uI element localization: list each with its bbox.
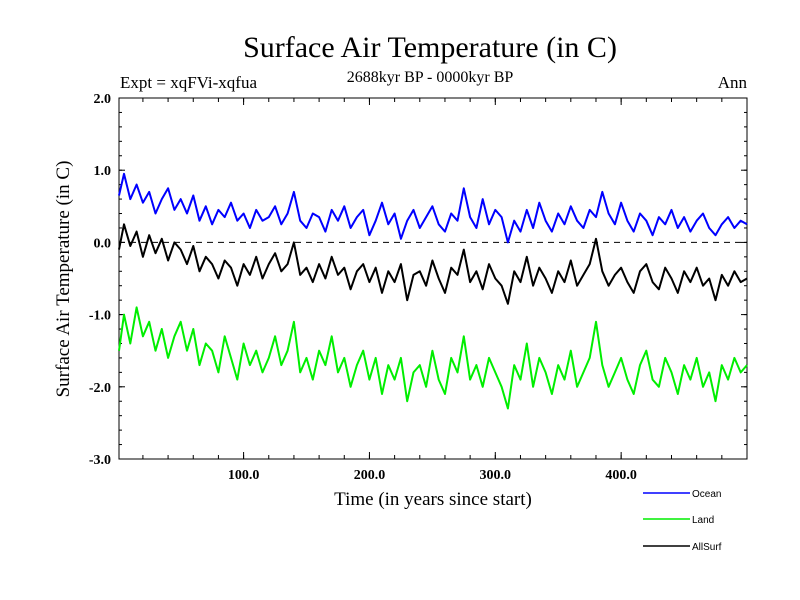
y-tick-label: -2.0 <box>89 381 111 396</box>
y-tick-label: 1.0 <box>94 164 112 179</box>
series-line-ocean <box>118 172 748 244</box>
y-tick-label: -3.0 <box>89 453 111 468</box>
x-axis-label: Time (in years since start) <box>334 489 532 510</box>
series-lines <box>118 172 748 410</box>
y-axis: 2.0 1.0 0.0 -1.0 -2.0 -3.0 <box>89 92 747 468</box>
legend-label-land: Land <box>692 515 714 526</box>
experiment-label: Expt = xqFVi-xqfua <box>120 73 257 92</box>
series-line-allsurf <box>118 223 748 305</box>
legend: Ocean Land AllSurf <box>643 489 722 553</box>
y-tick-label: 0.0 <box>94 236 112 251</box>
x-tick-label: 200.0 <box>354 468 386 483</box>
x-tick-label: 400.0 <box>605 468 637 483</box>
y-tick-label: -1.0 <box>89 309 111 324</box>
y-tick-label: 2.0 <box>94 92 112 107</box>
y-axis-label: Surface Air Temperature (in C) <box>53 161 74 398</box>
series-line-land <box>118 306 748 410</box>
legend-label-ocean: Ocean <box>692 489 721 500</box>
chart-title: Surface Air Temperature (in C) <box>243 31 617 64</box>
period-label: Ann <box>718 73 748 92</box>
x-axis: 100.0 200.0 300.0 400.0 <box>142 98 723 483</box>
x-tick-label: 300.0 <box>480 468 512 483</box>
x-tick-label: 100.0 <box>228 468 260 483</box>
plot-frame <box>118 97 748 460</box>
legend-label-allsurf: AllSurf <box>692 542 722 553</box>
chart-subtitle: 2688kyr BP - 0000kyr BP <box>347 69 514 86</box>
